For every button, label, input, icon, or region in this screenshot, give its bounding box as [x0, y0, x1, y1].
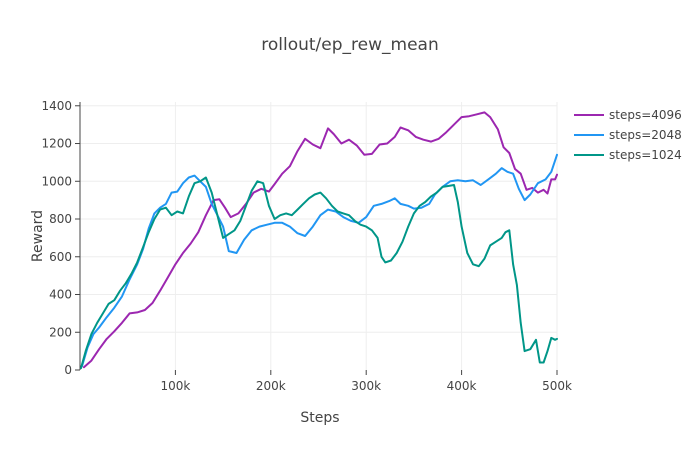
y-tick-labels: 0 200 400 600 800 1000 1200 1400: [41, 99, 80, 377]
x-tick-label: 500k: [542, 379, 572, 393]
series-line-3: [80, 176, 558, 370]
y-tick-label: 1000: [41, 174, 72, 188]
y-tick-label: 1200: [41, 137, 72, 151]
series-lines: [80, 111, 558, 370]
legend-label: steps=4096: [609, 108, 682, 122]
y-tick-label: 1400: [41, 99, 72, 113]
chart-title: rollout/ep_rew_mean: [261, 35, 438, 55]
legend-label: steps=1024: [609, 148, 682, 162]
y-axis-label: Reward: [30, 210, 46, 262]
x-tick-labels: 100k 200k 300k 400k 500k: [160, 370, 572, 393]
y-tick-label: 800: [49, 212, 72, 226]
x-axis-label: Steps: [300, 410, 339, 426]
grid: [80, 102, 558, 370]
y-tick-label: 600: [49, 250, 72, 264]
series-line-1: [82, 111, 558, 369]
legend-label: steps=2048: [609, 128, 682, 142]
x-tick-label: 100k: [160, 379, 190, 393]
legend: steps=4096 steps=2048 steps=1024: [574, 108, 682, 162]
y-tick-label: 200: [49, 325, 72, 339]
x-tick-label: 200k: [256, 379, 286, 393]
x-tick-label: 400k: [447, 379, 477, 393]
y-tick-label: 400: [49, 288, 72, 302]
x-tick-label: 300k: [351, 379, 381, 393]
y-tick-label: 0: [64, 363, 72, 377]
series-line-2: [81, 153, 558, 368]
